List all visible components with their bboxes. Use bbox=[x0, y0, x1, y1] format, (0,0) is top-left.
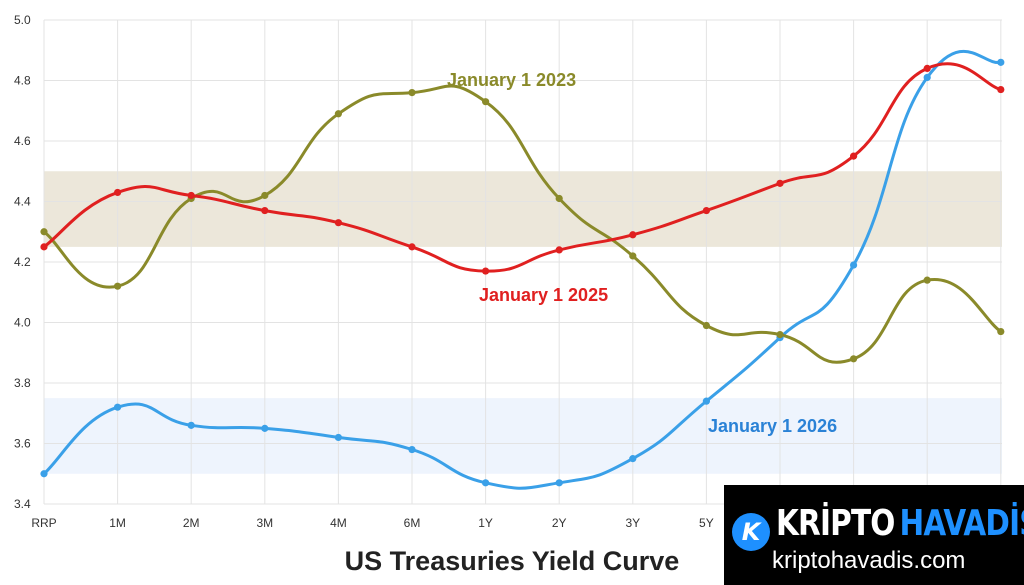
data-point-s2-2 bbox=[187, 421, 195, 429]
y-tick-label: 4.0 bbox=[14, 316, 31, 330]
x-tick-label: 6M bbox=[404, 516, 421, 530]
data-point-s1-2 bbox=[187, 191, 195, 200]
data-point-s2-9 bbox=[702, 397, 711, 405]
y-tick-label: 3.6 bbox=[14, 437, 31, 451]
x-tick-label: 3Y bbox=[625, 516, 640, 530]
data-point-s2-0 bbox=[40, 470, 48, 478]
data-point-s2-3 bbox=[261, 424, 269, 432]
x-tick-label: RRP bbox=[31, 516, 56, 530]
data-point-s0-13 bbox=[997, 327, 1005, 336]
x-tick-label: 5Y bbox=[699, 516, 714, 530]
x-tick-label: 2Y bbox=[552, 516, 567, 530]
data-point-s2-7 bbox=[555, 479, 563, 487]
data-point-s2-11 bbox=[850, 261, 858, 269]
data-point-s0-5 bbox=[408, 89, 416, 97]
brand-name-part2: HAVADİS bbox=[899, 503, 1024, 544]
x-tick-label: 2M bbox=[183, 516, 200, 530]
highlight-band-1 bbox=[44, 398, 1002, 474]
data-point-s1-4 bbox=[334, 219, 342, 227]
data-point-s0-7 bbox=[555, 194, 563, 203]
data-point-s1-5 bbox=[408, 243, 416, 251]
series-points bbox=[40, 58, 1005, 487]
brand-url: kriptohavadis.com bbox=[772, 547, 966, 574]
x-tick-label: 3M bbox=[256, 516, 273, 530]
y-axis-ticks: 3.4 3.6 3.8 4.0 4.2 4.4 4.6 4.8 5.0 bbox=[14, 13, 31, 511]
brand-name: KRİPTOHAVADİS bbox=[776, 503, 1024, 544]
data-point-s0-0 bbox=[40, 228, 48, 236]
data-point-s0-8 bbox=[629, 252, 637, 260]
data-point-s1-10 bbox=[776, 179, 784, 187]
y-tick-label: 4.2 bbox=[14, 255, 31, 269]
brand-name-part1: KRİPTO bbox=[776, 503, 895, 544]
data-point-s1-8 bbox=[629, 231, 637, 239]
data-point-s1-12 bbox=[923, 64, 931, 72]
y-tick-label: 3.8 bbox=[14, 376, 31, 390]
data-point-s0-12 bbox=[923, 276, 931, 284]
y-tick-label: 3.4 bbox=[14, 497, 31, 511]
data-point-s0-4 bbox=[334, 110, 342, 118]
y-tick-label: 4.6 bbox=[14, 134, 31, 148]
data-point-s2-8 bbox=[629, 455, 637, 463]
data-point-s0-3 bbox=[261, 191, 269, 200]
data-point-s2-4 bbox=[334, 433, 342, 442]
data-point-s2-6 bbox=[482, 479, 490, 487]
data-point-s1-9 bbox=[702, 206, 711, 215]
data-point-s1-11 bbox=[850, 152, 858, 160]
x-tick-label: 4M bbox=[330, 516, 347, 530]
data-point-s2-12 bbox=[923, 73, 931, 82]
y-tick-label: 5.0 bbox=[14, 13, 31, 27]
data-point-s0-10 bbox=[776, 331, 784, 339]
data-point-s2-1 bbox=[114, 403, 122, 411]
data-point-s2-13 bbox=[997, 58, 1005, 66]
series-label-2025: January 1 2025 bbox=[479, 285, 608, 305]
data-point-s1-13 bbox=[997, 85, 1005, 94]
brand-logo-letter: K bbox=[741, 518, 761, 546]
data-point-s1-3 bbox=[261, 206, 269, 215]
highlight-bands bbox=[44, 171, 1002, 474]
data-point-s0-9 bbox=[702, 321, 711, 330]
data-point-s0-11 bbox=[850, 355, 858, 363]
brand-logo-icon: K bbox=[732, 513, 770, 551]
highlight-band-0 bbox=[44, 171, 1002, 247]
data-point-s2-5 bbox=[408, 445, 416, 454]
x-axis-ticks: RRP 1M 2M 3M 4M 6M 1Y 2Y 3Y 5Y bbox=[31, 516, 713, 530]
brand-watermark: K KRİPTOHAVADİS kriptohavadis.com bbox=[724, 485, 1024, 585]
grid-lines bbox=[43, 19, 1002, 505]
data-point-s1-0 bbox=[40, 243, 48, 251]
data-point-s0-6 bbox=[482, 98, 490, 106]
y-tick-label: 4.8 bbox=[14, 74, 31, 88]
y-tick-label: 4.4 bbox=[14, 195, 31, 209]
data-point-s1-7 bbox=[555, 246, 563, 254]
x-tick-label: 1Y bbox=[478, 516, 493, 530]
series-label-2023: January 1 2023 bbox=[447, 70, 576, 90]
data-point-s1-1 bbox=[114, 188, 122, 197]
data-point-s0-1 bbox=[114, 282, 122, 290]
x-tick-label: 1M bbox=[109, 516, 126, 530]
series-label-2026: January 1 2026 bbox=[708, 416, 837, 436]
chart-title: US Treasuries Yield Curve bbox=[344, 546, 680, 576]
data-point-s1-6 bbox=[482, 267, 490, 275]
